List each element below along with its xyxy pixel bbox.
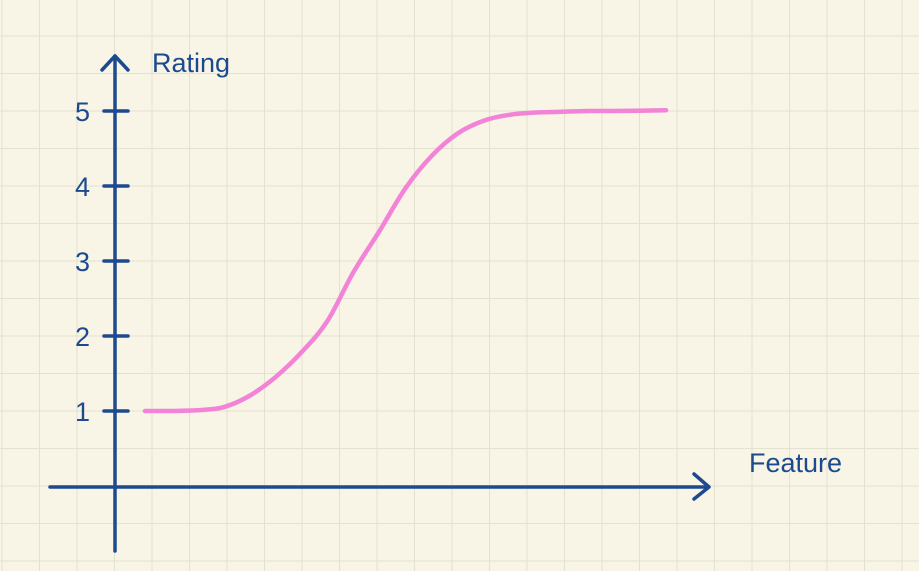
y-tick-label: 2 [75,322,90,352]
y-axis-arrowhead [100,54,130,72]
y-axis-label: Rating [152,48,230,78]
rating-curve [142,108,669,414]
y-ticks: 1 2 3 4 5 [75,97,130,427]
x-axis-arrowhead [692,472,711,501]
y-tick-label: 4 [75,172,90,202]
x-axis-label: Feature [749,448,842,478]
y-tick-label: 5 [75,97,90,127]
y-tick-label: 1 [75,397,90,427]
y-tick-label: 3 [75,247,90,277]
